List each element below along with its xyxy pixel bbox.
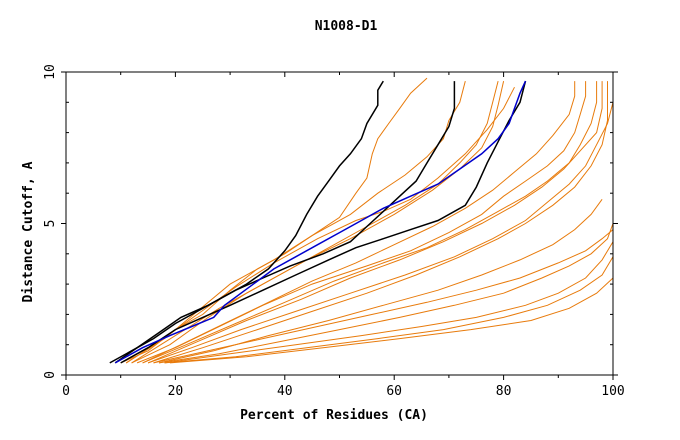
series-line-model-black-a [109, 80, 384, 364]
series-line-model-black-c [120, 80, 527, 364]
series-line-model-orange-o [169, 277, 614, 364]
x-tick-label: 80 [496, 384, 512, 399]
series-line-model-orange-j [158, 199, 603, 364]
y-tick-label: 5 [43, 220, 58, 228]
x-axis-label: Percent of Residues (CA) [240, 408, 428, 423]
x-tick-label: 60 [386, 384, 402, 399]
x-axis: 0 20 40 60 80 100 [62, 72, 625, 399]
series-line-model-orange-i [153, 81, 608, 364]
y-axis: 0 5 10 [43, 64, 618, 379]
series-line-model-orange-p [147, 81, 614, 364]
y-tick-label: 10 [43, 64, 58, 80]
chart-title: N1008-D1 [315, 19, 378, 34]
series-line-model-orange-h [147, 81, 603, 364]
series-line-model-orange-l [153, 229, 614, 364]
series-line-model-orange-n [164, 256, 614, 364]
series-line-model-orange-q [142, 81, 576, 364]
y-axis-label: Distance Cutoff, A [21, 161, 36, 302]
x-tick-label: 20 [168, 384, 184, 399]
series-line-model-black-b [114, 81, 456, 364]
series-line-model-orange-m [164, 241, 614, 364]
x-tick-label: 0 [62, 384, 70, 399]
series-line-model-orange-d [131, 80, 505, 364]
series-line-model-orange-a [120, 77, 428, 364]
x-tick-label: 100 [601, 384, 624, 399]
series-line-model-blue [114, 80, 527, 364]
series-line-model-orange-c [131, 80, 499, 364]
series-line-model-orange-g [142, 81, 598, 364]
series-line-model-orange-k [158, 223, 614, 364]
y-tick-label: 0 [43, 371, 58, 379]
series-line-model-orange-b [125, 80, 466, 364]
plot-area [109, 77, 614, 364]
x-tick-label: 40 [277, 384, 293, 399]
